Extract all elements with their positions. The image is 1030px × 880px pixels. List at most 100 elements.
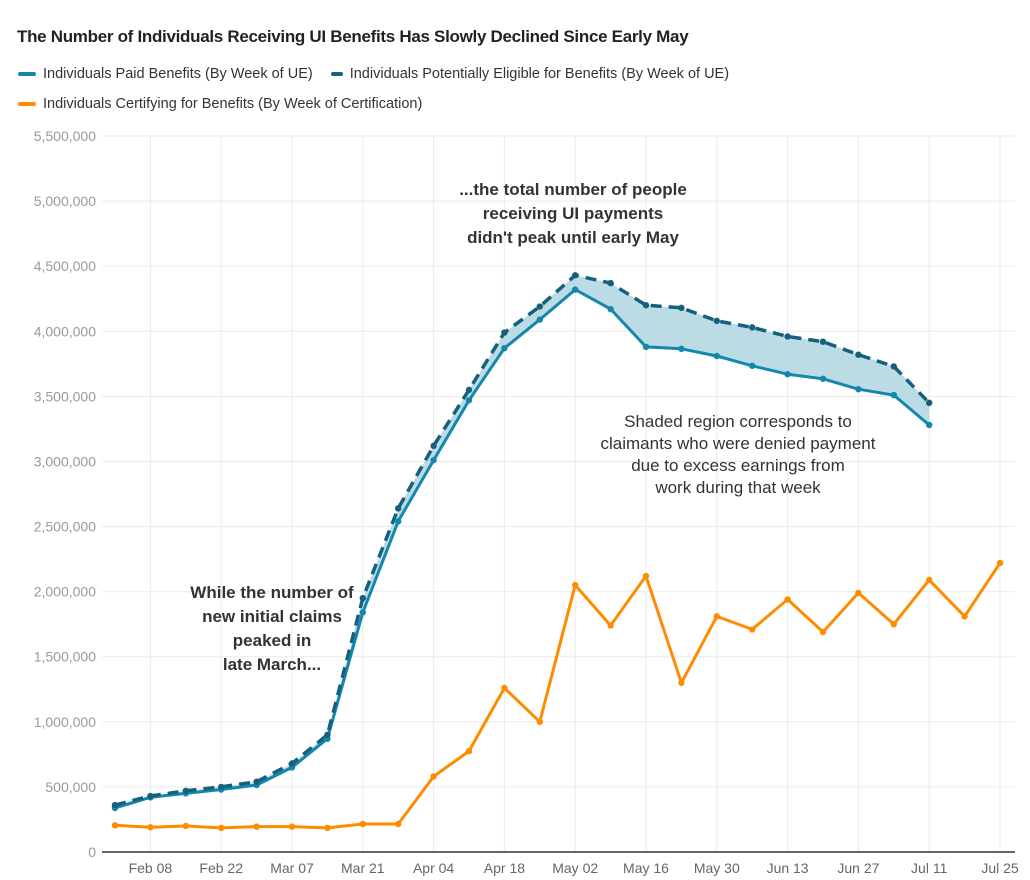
x-tick-label: Feb 22 [199, 860, 243, 876]
legend: Individuals Paid Benefits (By Week of UE… [18, 66, 741, 82]
data-point-certifying[interactable] [961, 613, 968, 620]
data-point-eligible[interactable] [536, 303, 543, 310]
data-point-certifying[interactable] [749, 626, 756, 633]
series-line-certifying[interactable] [113, 561, 1002, 830]
legend-item-eligible[interactable]: Individuals Potentially Eligible for Ben… [325, 66, 729, 82]
x-tick-label: Apr 18 [484, 860, 525, 876]
data-point-eligible[interactable] [607, 279, 614, 287]
data-point-certifying[interactable] [501, 684, 508, 692]
data-point-certifying[interactable] [359, 820, 366, 828]
annotation-line: due to excess earnings from [631, 456, 845, 475]
data-point-certifying[interactable] [536, 718, 543, 726]
legend-row-2: Individuals Certifying for Benefits (By … [18, 96, 434, 112]
data-point-certifying[interactable] [430, 773, 437, 780]
data-point-paid[interactable] [678, 345, 685, 353]
y-tick-label: 3,500,000 [34, 388, 96, 404]
data-point-paid[interactable] [572, 286, 579, 293]
data-point-certifying[interactable] [253, 823, 260, 830]
data-point-certifying[interactable] [395, 820, 402, 828]
data-point-eligible[interactable] [855, 351, 862, 358]
data-point-paid[interactable] [819, 375, 827, 382]
data-point-paid[interactable] [784, 371, 791, 378]
annotations: While the number of new initial claims pea… [190, 180, 875, 674]
data-point-certifying[interactable] [678, 679, 685, 686]
data-point-certifying[interactable] [218, 824, 225, 832]
data-point-paid[interactable] [359, 609, 366, 616]
series-line-eligible[interactable] [114, 273, 931, 807]
data-point-eligible[interactable] [395, 505, 402, 512]
x-tick-label: Jul 25 [981, 860, 1019, 876]
data-point-paid[interactable] [607, 305, 614, 313]
data-point-eligible[interactable] [890, 363, 897, 370]
data-point-certifying[interactable] [111, 822, 119, 829]
shaded-region [115, 275, 930, 808]
data-point-paid[interactable] [749, 362, 756, 369]
data-point-eligible[interactable] [288, 760, 296, 767]
data-point-certifying[interactable] [926, 576, 933, 584]
data-point-eligible[interactable] [749, 324, 756, 331]
data-point-certifying[interactable] [572, 581, 579, 589]
data-point-certifying[interactable] [642, 572, 650, 580]
series-line-paid[interactable] [113, 288, 931, 810]
annotation-line: claimants who were denied payment [601, 434, 876, 453]
data-point-eligible[interactable] [713, 317, 720, 325]
data-point-eligible[interactable] [430, 442, 437, 450]
y-tick-label: 4,000,000 [34, 323, 96, 339]
data-point-paid[interactable] [501, 344, 508, 352]
legend-label-eligible: Individuals Potentially Eligible for Ben… [349, 66, 730, 82]
legend-label-certifying: Individuals Certifying for Benefits (By … [43, 96, 423, 112]
data-point-certifying[interactable] [713, 613, 720, 620]
data-point-eligible[interactable] [926, 399, 933, 407]
data-point-eligible[interactable] [784, 333, 791, 340]
data-point-eligible[interactable] [572, 272, 579, 279]
data-point-eligible[interactable] [218, 783, 225, 791]
legend-swatch-eligible [330, 72, 343, 76]
data-point-eligible[interactable] [253, 778, 260, 785]
x-tick-label: Jun 27 [837, 860, 879, 876]
data-point-paid[interactable] [855, 386, 862, 393]
data-point-certifying[interactable] [465, 747, 473, 755]
data-point-paid[interactable] [890, 391, 897, 399]
data-point-eligible[interactable] [182, 787, 189, 795]
y-tick-label: 2,000,000 [34, 584, 96, 600]
x-axis-labels: Feb 08 Feb 22 Mar 07 Mar 21 Apr 04 Apr 18 May … [129, 860, 1019, 876]
legend-item-paid[interactable]: Individuals Paid Benefits (By Week of UE… [18, 66, 313, 82]
data-point-certifying[interactable] [288, 823, 296, 830]
annotation-line: ...the total number of people [459, 180, 687, 199]
data-point-eligible[interactable] [147, 792, 154, 800]
data-point-eligible[interactable] [111, 801, 119, 809]
data-point-eligible[interactable] [465, 386, 473, 394]
y-gridlines [102, 135, 1015, 788]
annotation-early-may: ...the total number of people receiving U… [459, 180, 687, 247]
data-point-certifying[interactable] [996, 559, 1004, 567]
data-point-eligible[interactable] [819, 338, 827, 345]
data-point-paid[interactable] [536, 316, 543, 323]
data-point-certifying[interactable] [784, 596, 791, 603]
data-point-certifying[interactable] [607, 622, 614, 629]
y-tick-label: 4,500,000 [34, 258, 96, 274]
legend-swatch-certifying [18, 102, 36, 106]
data-point-eligible[interactable] [678, 304, 685, 312]
x-tick-label: Mar 07 [270, 860, 314, 876]
data-point-eligible[interactable] [642, 302, 650, 309]
data-point-paid[interactable] [713, 352, 720, 360]
data-point-certifying[interactable] [890, 620, 897, 628]
data-point-certifying[interactable] [324, 824, 331, 832]
data-point-paid[interactable] [465, 397, 473, 404]
data-point-eligible[interactable] [324, 731, 331, 739]
data-point-paid[interactable] [926, 421, 933, 429]
data-point-paid[interactable] [395, 518, 402, 525]
legend-label-paid: Individuals Paid Benefits (By Week of UE… [43, 66, 313, 82]
data-point-eligible[interactable] [359, 594, 366, 602]
data-point-eligible[interactable] [501, 329, 508, 336]
data-point-certifying[interactable] [182, 822, 189, 830]
x-tick-label: Mar 21 [341, 860, 385, 876]
data-point-paid[interactable] [642, 343, 650, 351]
data-point-certifying[interactable] [147, 824, 154, 831]
data-point-paid[interactable] [430, 456, 437, 464]
shaded-region-group [115, 275, 930, 808]
legend-item-certifying[interactable]: Individuals Certifying for Benefits (By … [18, 96, 422, 112]
data-point-certifying[interactable] [855, 589, 862, 597]
y-tick-label: 5,000,000 [34, 193, 96, 209]
data-point-certifying[interactable] [819, 628, 827, 636]
